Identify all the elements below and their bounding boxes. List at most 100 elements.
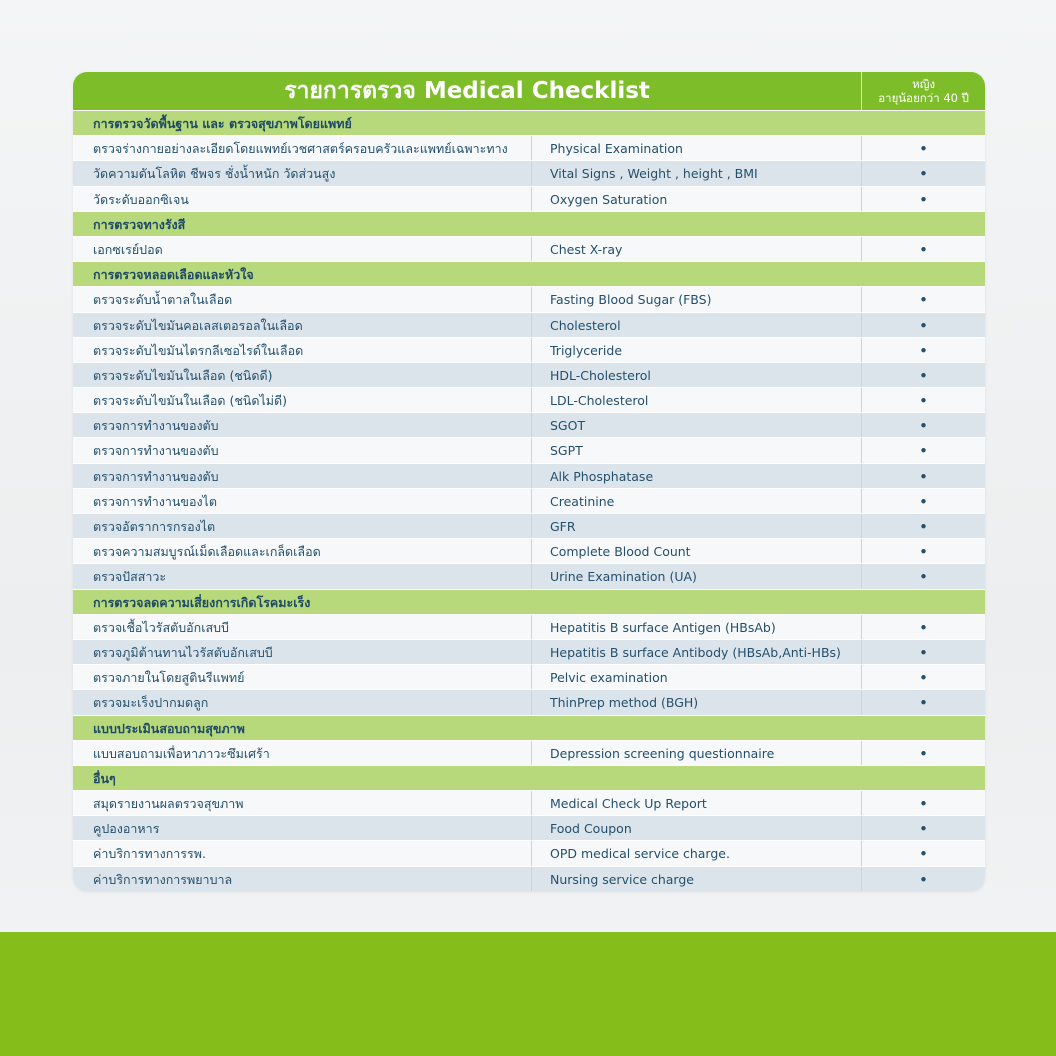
thai-label: สมุดรายงานผลตรวจสุขภาพ [73,791,532,816]
thai-label: ตรวจเชื้อไวรัสตับอักเสบบี [73,614,532,639]
included-mark: • [919,846,928,862]
included-mark: • [919,367,928,383]
table-row: ตรวจอัตราการกรองไต GFR • [73,513,985,539]
english-label: Depression screening questionnaire [532,740,862,765]
english-label: SGOT [532,413,862,438]
table-row: แบบสอบถามเพื่อหาภาวะซึมเศร้า Depression s… [73,739,985,765]
thai-label: ตรวจการทำงานของตับ [73,463,532,488]
english-label: Chest X-ray [532,236,862,262]
english-label: ThinPrep method (BGH) [532,690,862,715]
thai-label: เอกซเรย์ปอด [73,236,532,262]
included-mark: • [919,493,928,509]
thai-label: ตรวจระดับน้ำตาลในเลือด [73,287,532,312]
table-header: รายการตรวจ Medical Checklist หญิง อายุน้… [73,72,985,110]
english-label: Creatinine [532,488,862,513]
thai-label: ตรวจการทำงานของไต [73,488,532,513]
included-mark: • [919,443,928,459]
thai-label: ค่าบริการทางการรพ. [73,841,532,866]
table-row: ตรวจระดับไขมันคอเลสเตอรอลในเลือด Choleste… [73,311,985,337]
table-row: ตรวจการทำงานของตับ SGOT • [73,412,985,438]
thai-label: ตรวจมะเร็งปากมดลูก [73,690,532,715]
checklist-table: รายการตรวจ Medical Checklist หญิง อายุน้… [73,72,985,891]
english-label: GFR [532,514,862,539]
included-mark: • [919,141,928,157]
table-row: ตรวจระดับไขมันในเลือด (ชนิดดี) HDL-Choles… [73,361,985,388]
table-row: ตรวจการทำงานของไต Creatinine • [73,487,985,513]
english-label: Cholesterol [532,312,862,337]
thai-label: ตรวจภูมิต้านทานไวรัสตับอักเสบบี [73,639,532,665]
table-row: ตรวจภายในโดยสูตินรีแพทย์ Pelvic examinati… [73,664,985,690]
thai-label: ตรวจร่างกายอย่างละเอียดโดยแพทย์เวชศาสตร์… [73,136,532,161]
english-label: Alk Phosphatase [532,463,862,488]
included-mark: • [919,670,928,686]
table-row: ตรวจความสมบูรณ์เม็ดเลือดและเกล็ดเลือด Com… [73,538,985,564]
included-mark: • [919,796,928,812]
thai-label: ตรวจความสมบูรณ์เม็ดเลือดและเกล็ดเลือด [73,539,532,564]
english-label: Vital Signs , Weight , height , BMI [532,161,862,186]
english-label: Pelvic examination [532,665,862,690]
included-mark: • [919,519,928,534]
section-header: การตรวจหลอดเลือดและหัวใจ [73,261,985,287]
included-mark: • [919,821,928,837]
english-label: OPD medical service charge. [532,841,862,866]
english-label: Complete Blood Count [532,539,862,564]
english-label: LDL-Cholesterol [532,388,862,413]
table-row: ค่าบริการทางการรพ. OPD medical service ch… [73,840,985,866]
english-label: Hepatitis B surface Antibody (HBsAb,Anti… [532,639,862,665]
table-row: ตรวจการทำงานของตับ Alk Phosphatase • [73,462,985,488]
table-row: ตรวจระดับน้ำตาลในเลือด Fasting Blood Suga… [73,286,985,312]
english-label: Medical Check Up Report [532,791,862,816]
included-mark: • [919,695,928,711]
table-row: ตรวจภูมิต้านทานไวรัสตับอักเสบบี Hepatitis… [73,638,985,665]
included-mark: • [919,569,928,585]
thai-label: ตรวจการทำงานของตับ [73,413,532,438]
included-mark: • [919,393,928,409]
english-label: Urine Examination (UA) [532,564,862,589]
included-mark: • [919,292,928,308]
section-header: การตรวจลดความเสี่ยงการเกิดโรคมะเร็ง [73,588,985,614]
table-row: คูปองอาหาร Food Coupon • [73,815,985,841]
included-mark: • [919,871,928,887]
english-label: Oxygen Saturation [532,186,862,211]
english-label: Nursing service charge [532,866,862,891]
table-row: ตรวจปัสสาวะ Urine Examination (UA) • [73,563,985,589]
thai-label: ค่าบริการทางการพยาบาล [73,866,532,891]
english-label: Physical Examination [532,136,862,161]
table-row: ตรวจระดับไขมันไตรกลีเซอไรด์ในเลือด Trigly… [73,336,985,362]
english-label: Triglyceride [532,337,862,362]
footer-band [0,932,1056,1056]
included-mark: • [919,166,928,182]
thai-label: วัดความดันโลหิต ชีพจร ชั่งน้ำหนัก วัดส่ว… [73,161,532,186]
thai-label: วัดระดับออกซิเจน [73,186,532,211]
table-row: ตรวจระดับไขมันในเลือด (ชนิดไม่ดี) LDL-Cho… [73,387,985,413]
english-label: HDL-Cholesterol [532,362,862,388]
included-mark: • [919,342,928,358]
english-label: SGPT [532,438,862,463]
included-mark: • [919,619,928,635]
thai-label: ตรวจปัสสาวะ [73,564,532,589]
thai-label: ตรวจระดับไขมันคอเลสเตอรอลในเลือด [73,312,532,337]
group-sublabel: อายุน้อยกว่า 40 ปี [878,91,969,105]
included-mark: • [919,468,928,484]
section-header: แบบประเมินสอบถามสุขภาพ [73,714,985,740]
included-mark: • [919,644,928,660]
table-row: ค่าบริการทางการพยาบาล Nursing service cha… [73,865,985,891]
table-row: สมุดรายงานผลตรวจสุขภาพ Medical Check Up R… [73,790,985,816]
table-row: วัดระดับออกซิเจน Oxygen Saturation • [73,185,985,211]
included-mark: • [919,745,928,761]
group-label: หญิง [912,77,936,91]
thai-label: ตรวจระดับไขมันในเลือด (ชนิดไม่ดี) [73,388,532,413]
included-mark: • [919,317,928,333]
table-row: ตรวจการทำงานของตับ SGPT • [73,437,985,463]
thai-label: คูปองอาหาร [73,816,532,841]
thai-label: แบบสอบถามเพื่อหาภาวะซึมเศร้า [73,740,532,765]
thai-label: ตรวจภายในโดยสูตินรีแพทย์ [73,665,532,690]
english-label: Hepatitis B surface Antigen (HBsAb) [532,614,862,639]
table-row: วัดความดันโลหิต ชีพจร ชั่งน้ำหนัก วัดส่ว… [73,160,985,186]
thai-label: ตรวจอัตราการกรองไต [73,514,532,539]
included-mark: • [919,241,928,257]
thai-label: ตรวจระดับไขมันในเลือด (ชนิดดี) [73,362,532,388]
section-header: อื่นๆ [73,764,985,791]
table-row: ตรวจเชื้อไวรัสตับอักเสบบี Hepatitis B sur… [73,613,985,639]
